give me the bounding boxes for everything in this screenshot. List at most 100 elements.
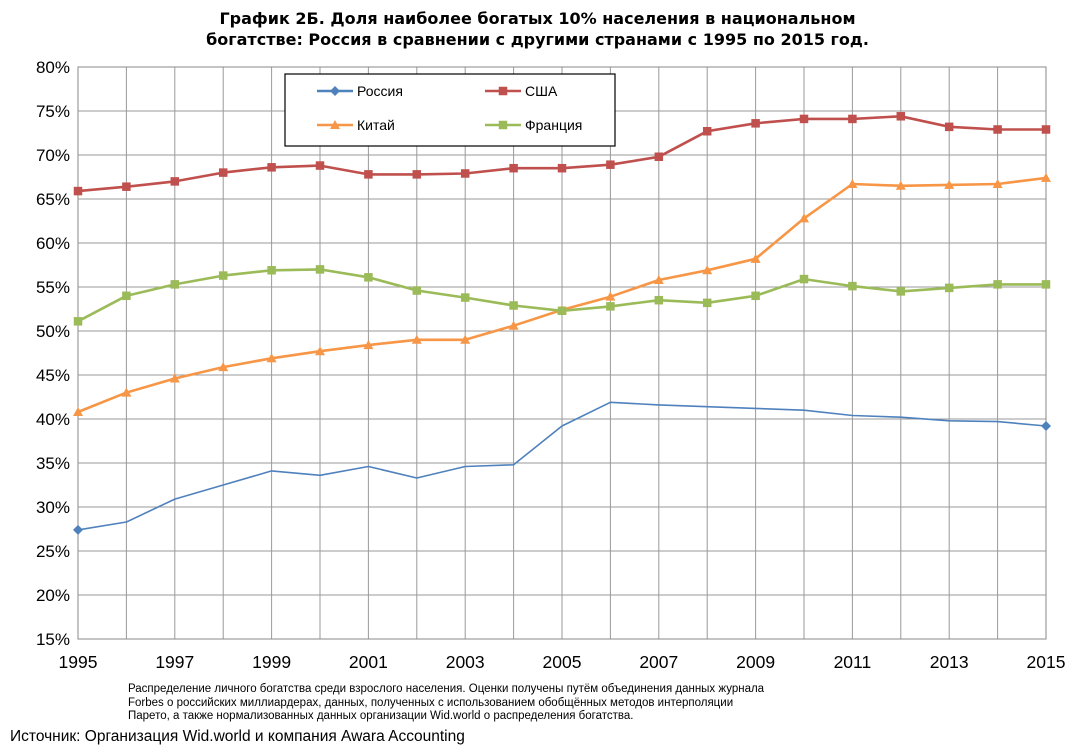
- legend-label: Китай: [357, 117, 395, 133]
- x-tick-label: 2015: [1027, 652, 1066, 672]
- x-tick-label: 2013: [930, 652, 969, 672]
- data-point-marker: [218, 362, 229, 372]
- data-point-marker: [122, 291, 131, 301]
- legend-label: США: [525, 83, 558, 99]
- x-tick-label: 1997: [155, 652, 194, 672]
- data-point-marker: [411, 334, 422, 344]
- footnote-line-3: Парето, а также нормализованных данных о…: [128, 710, 634, 722]
- y-tick-label: 60%: [36, 234, 70, 253]
- data-point-marker: [266, 353, 277, 363]
- y-tick-label: 35%: [36, 454, 70, 473]
- data-point-marker: [460, 334, 471, 344]
- data-point-marker: [799, 114, 809, 124]
- data-point-marker: [896, 287, 906, 296]
- series-line: [77, 401, 1047, 531]
- plot-border: [77, 66, 1047, 640]
- data-point-marker: [557, 306, 567, 316]
- data-point-marker: [751, 291, 760, 301]
- chart-footnote: Распределение личного богатства среди вз…: [128, 683, 1028, 724]
- data-point-marker: [315, 161, 325, 170]
- legend-box: [284, 73, 616, 147]
- y-tick-label: 55%: [36, 278, 70, 297]
- x-tick-label: 2009: [736, 652, 775, 672]
- legend-label: Россия: [357, 83, 403, 99]
- x-tick-label: 2007: [639, 652, 678, 672]
- x-tick-label: 1995: [59, 652, 98, 672]
- data-point-marker: [606, 302, 615, 311]
- data-point-marker: [122, 182, 131, 191]
- data-point-marker: [169, 373, 180, 383]
- data-point-marker: [654, 295, 664, 305]
- chart-legend: Россия США Китай Франция: [284, 73, 616, 147]
- data-point-marker: [605, 291, 616, 301]
- y-tick-label: 45%: [36, 366, 70, 385]
- data-point-marker: [944, 179, 955, 189]
- data-point-marker: [896, 112, 906, 121]
- data-point-marker: [170, 177, 180, 186]
- x-axis-ticks: 1995 1997 1999 2001 2003 2005 2007 2009 2011 2013…: [59, 652, 1066, 672]
- data-point-marker: [944, 283, 954, 293]
- data-point-marker: [73, 406, 83, 416]
- data-point-marker: [330, 86, 340, 96]
- data-point-marker: [315, 265, 325, 274]
- data-point-marker: [330, 120, 340, 129]
- x-tick-label: 2005: [543, 652, 582, 672]
- data-point-marker: [364, 273, 373, 282]
- data-point-marker: [848, 114, 857, 124]
- data-point-marker: [1041, 172, 1051, 182]
- data-point-marker: [992, 179, 1003, 189]
- data-point-marker: [799, 274, 809, 284]
- data-point-marker: [1041, 280, 1051, 289]
- data-point-marker: [702, 298, 712, 308]
- data-point-marker: [606, 160, 615, 169]
- data-point-marker: [508, 320, 519, 330]
- data-point-marker: [1041, 125, 1051, 134]
- data-point-marker: [364, 170, 373, 179]
- x-tick-label: 1999: [252, 652, 291, 672]
- chart-grid: [77, 66, 1047, 640]
- series-markers: [73, 112, 1051, 535]
- chart-title: График 2Б. Доля наиболее богатых 10% нас…: [0, 8, 1075, 50]
- data-point-marker: [218, 168, 228, 177]
- data-point-marker: [73, 186, 83, 196]
- y-axis-ticks: 80% 75% 70% 65% 60% 55% 50% 45% 40% 35% 30% 25% 20% 1…: [36, 58, 70, 649]
- data-point-marker: [498, 120, 508, 130]
- data-point-marker: [267, 163, 276, 172]
- data-point-marker: [895, 180, 906, 190]
- data-point-marker: [557, 163, 567, 173]
- data-point-marker: [218, 271, 228, 280]
- y-tick-label: 65%: [36, 190, 70, 209]
- data-point-marker: [654, 152, 664, 162]
- data-point-marker: [460, 169, 470, 178]
- data-point-marker: [73, 317, 83, 326]
- data-point-marker: [799, 213, 809, 223]
- y-tick-label: 50%: [36, 322, 70, 341]
- x-tick-label: 2003: [446, 652, 485, 672]
- data-point-marker: [170, 280, 180, 289]
- data-point-marker: [412, 286, 422, 295]
- footnote-line-1: Распределение личного богатства среди вз…: [128, 683, 765, 695]
- data-point-marker: [121, 387, 132, 397]
- data-point-marker: [267, 266, 276, 275]
- y-tick-label: 40%: [36, 410, 70, 429]
- y-tick-label: 20%: [36, 586, 70, 605]
- chart-title-line-1: График 2Б. Доля наиболее богатых 10% нас…: [219, 9, 856, 28]
- data-point-marker: [509, 301, 518, 310]
- data-point-marker: [847, 179, 858, 189]
- data-point-marker: [363, 340, 374, 350]
- data-point-marker: [944, 122, 954, 132]
- data-point-marker: [750, 253, 761, 263]
- data-point-marker: [848, 281, 857, 291]
- data-point-marker: [751, 119, 760, 128]
- y-tick-label: 25%: [36, 542, 70, 561]
- y-tick-label: 75%: [36, 102, 70, 121]
- data-point-marker: [993, 280, 1002, 289]
- data-point-marker: [315, 346, 325, 356]
- data-point-marker: [1041, 421, 1051, 432]
- y-tick-label: 15%: [36, 630, 70, 649]
- legend-label: Франция: [525, 117, 582, 133]
- footnote-line-2: Forbes о российских миллиардерах, данных…: [128, 696, 734, 709]
- source-caption: Источник: Организация Wid.world и компан…: [10, 728, 465, 745]
- chart-title-line-2: богатстве: Россия в сравнении с другими …: [206, 30, 869, 49]
